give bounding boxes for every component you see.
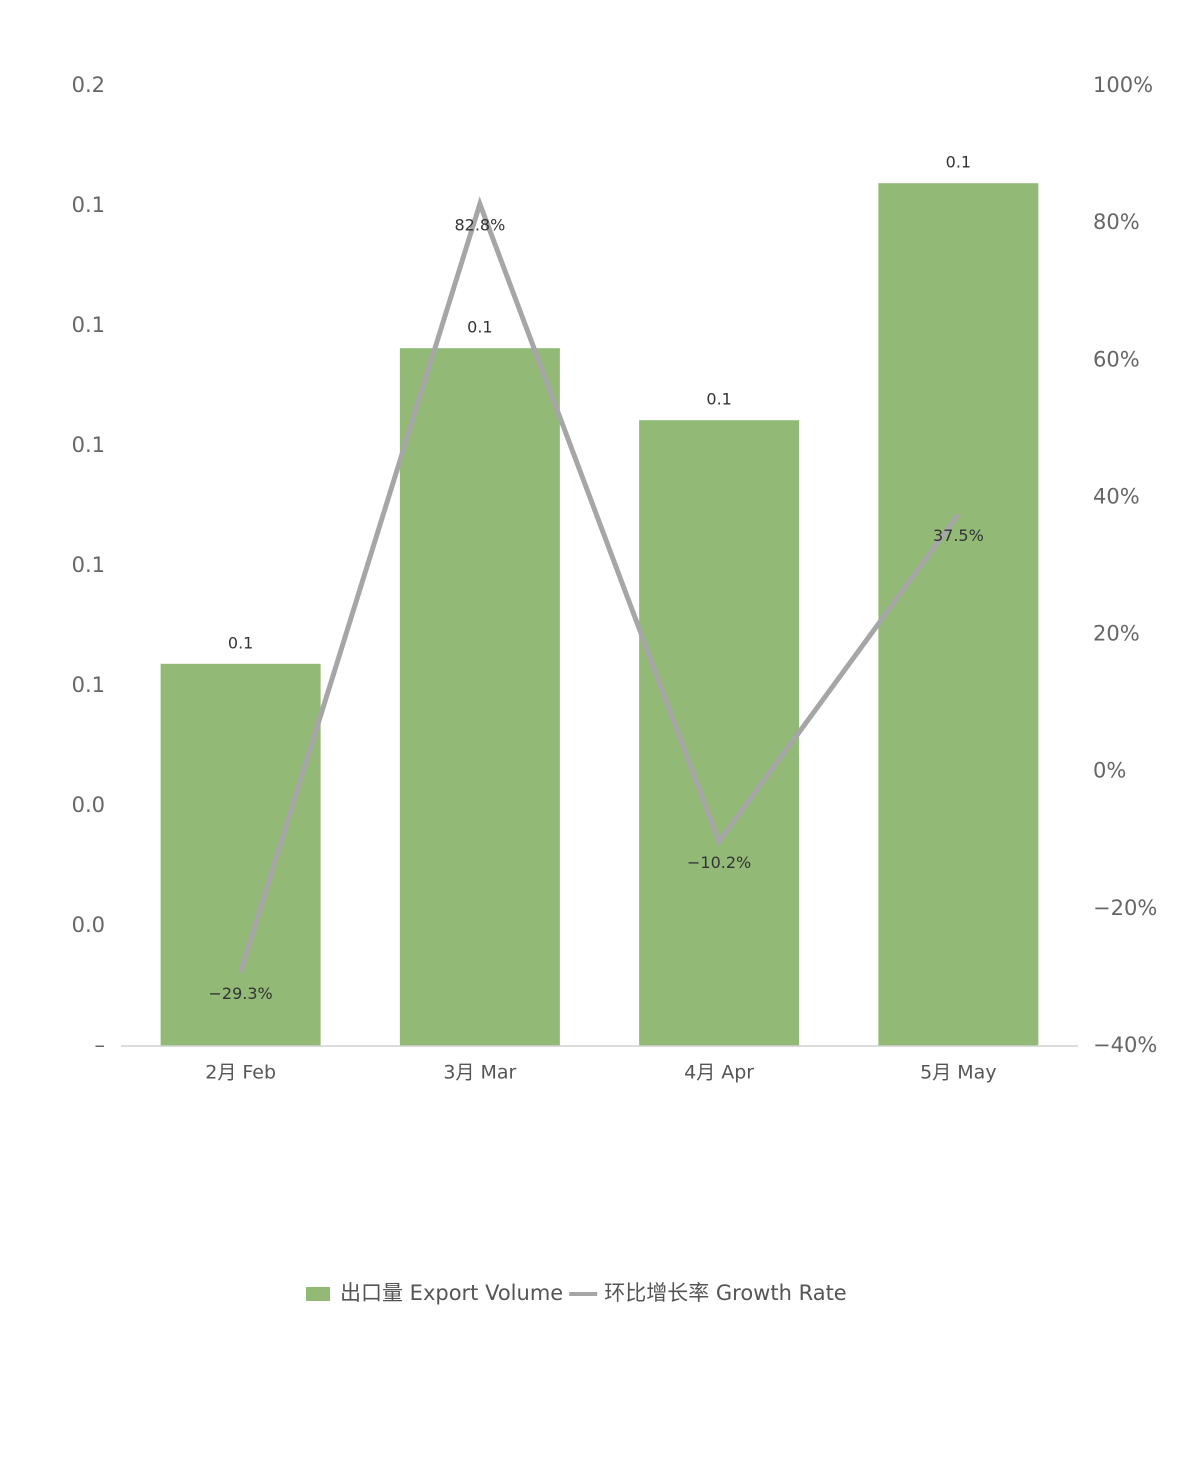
bar-value-label: 0.1 <box>467 318 492 337</box>
y2-tick-label: −20% <box>1093 896 1157 920</box>
legend-label: 环比增长率 Growth Rate <box>604 1281 847 1305</box>
y2-tick-label: −40% <box>1093 1033 1157 1057</box>
bar <box>160 663 321 1046</box>
bar-value-label: 0.1 <box>706 390 731 409</box>
line-value-label: −29.3% <box>209 984 273 1003</box>
x-tick-label: 2月 Feb <box>205 1062 276 1084</box>
y2-tick-label: 40% <box>1093 484 1140 508</box>
y-tick-label: 0.1 <box>72 553 105 577</box>
line-value-label: 82.8% <box>454 215 505 234</box>
bar-value-label: 0.1 <box>946 153 971 172</box>
line-value-label: 37.5% <box>933 526 984 545</box>
line <box>238 196 961 974</box>
y2-tick-label: 100% <box>1093 73 1153 97</box>
y-tick-label: 0.1 <box>72 193 105 217</box>
bar <box>878 183 1039 1046</box>
legend-label: 出口量 Export Volume <box>340 1281 563 1305</box>
bar <box>399 348 560 1046</box>
y2-tick-label: 80% <box>1093 210 1140 234</box>
y-tick-label: 0.0 <box>72 913 105 937</box>
bar-value-label: 0.1 <box>228 633 253 652</box>
y2-tick-label: 60% <box>1093 347 1140 371</box>
x-tick-label: 3月 Mar <box>443 1062 516 1084</box>
x-tick-label: 4月 Apr <box>684 1062 754 1084</box>
y-tick-label: 0.1 <box>72 433 105 457</box>
x-tick-label: 5月 May <box>920 1062 996 1084</box>
legend-swatch <box>306 1287 330 1301</box>
y-tick-label: 0.1 <box>72 673 105 697</box>
y2-tick-label: 0% <box>1093 759 1126 783</box>
y-tick-label: 0.0 <box>72 793 105 817</box>
y-tick-label: 0.2 <box>72 73 105 97</box>
line-value-label: −10.2% <box>687 853 751 872</box>
y2-tick-label: 20% <box>1093 622 1140 646</box>
bar <box>639 420 800 1046</box>
y-tick-label: 0.1 <box>72 313 105 337</box>
y-tick-label: – <box>95 1033 106 1057</box>
